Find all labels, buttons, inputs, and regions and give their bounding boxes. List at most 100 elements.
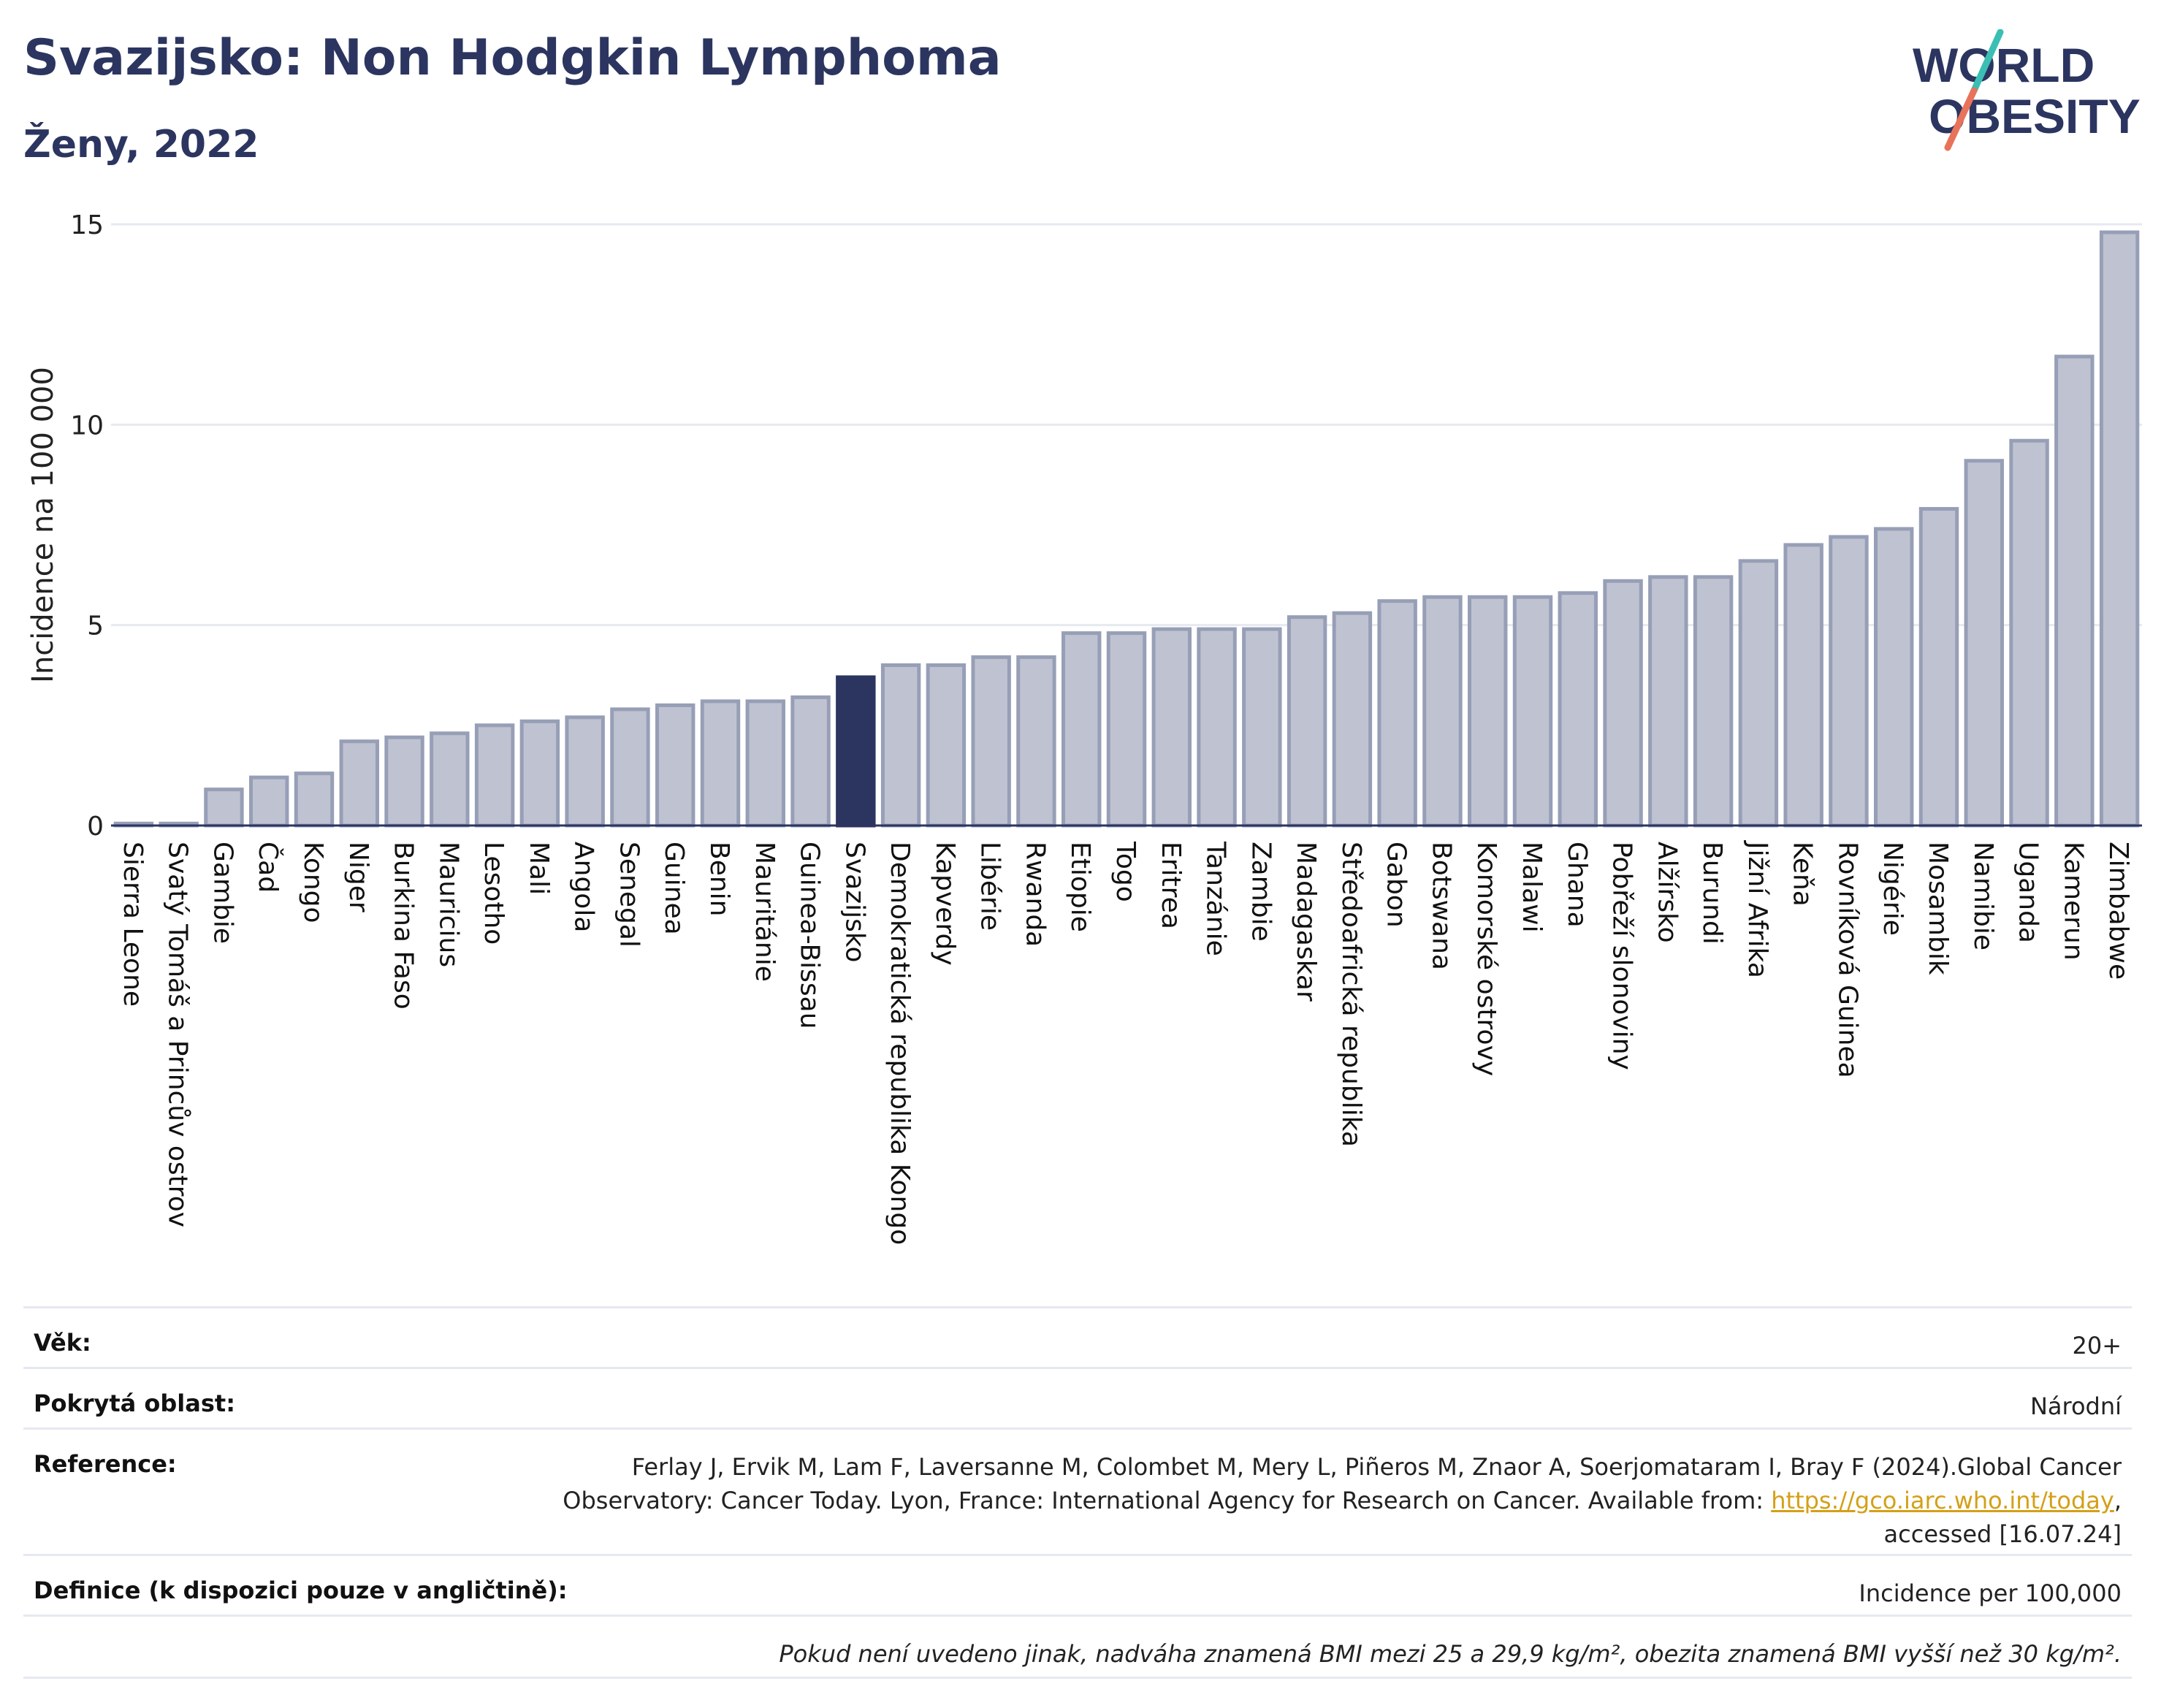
- x-tick-label: Zimbabwe: [2103, 842, 2133, 980]
- bar: [1242, 627, 1282, 828]
- x-tick-label: Kamerun: [2058, 842, 2088, 961]
- bar: [249, 775, 289, 828]
- y-tick-label: 10: [70, 411, 104, 441]
- bar: [474, 723, 515, 828]
- x-tick-label: Tanzánie: [1201, 841, 1231, 956]
- x-tick-label: Mosambik: [1923, 842, 1953, 975]
- x-tick-label: Senegal: [614, 842, 644, 948]
- x-tick-label: Namibie: [1968, 842, 1998, 950]
- info-row-reference: Reference: Ferlay J, Ervik M, Lam F, Lav…: [23, 1427, 2132, 1554]
- x-tick-label: Nigérie: [1878, 842, 1907, 936]
- reference-label: Reference:: [34, 1450, 177, 1478]
- bar: [655, 703, 695, 828]
- bar: [1693, 575, 1734, 828]
- x-tick-label: Sierra Leone: [118, 842, 148, 1007]
- bar: [880, 663, 921, 828]
- y-tick-label: 5: [87, 611, 104, 641]
- info-row-area: Pokrytá oblast: Národní: [23, 1367, 2132, 1427]
- x-tick-label: Madagaskar: [1291, 842, 1321, 1002]
- definition-value: Incidence per 100,000: [1859, 1579, 2122, 1607]
- bar: [1062, 631, 1102, 828]
- bar: [565, 715, 605, 828]
- bar: [1377, 599, 1417, 828]
- x-tick-label: Kongo: [298, 842, 328, 923]
- info-row-age: Věk: 20+: [23, 1306, 2132, 1367]
- bar: [1512, 595, 1553, 828]
- x-tick-label: Malawi: [1517, 842, 1547, 933]
- bar: [1648, 575, 1688, 828]
- x-tick-label: Mauritánie: [750, 842, 780, 982]
- x-tick-label: Alžírsko: [1652, 842, 1682, 943]
- x-tick-label: Demokratická republika Kongo: [885, 842, 915, 1245]
- bar: [926, 663, 967, 828]
- x-tick-label: Togo: [1110, 841, 1140, 902]
- bar: [1829, 535, 1869, 828]
- bar-chart: 0 5 10 15 Incidence na 100 000 Sierra Leone Sv…: [26, 210, 2142, 1245]
- chart-subtitle: Ženy, 2022: [23, 123, 259, 167]
- x-tick-label: Angola: [569, 842, 599, 932]
- x-tick-label: Svazijsko: [839, 842, 869, 962]
- x-tick-label: Zambie: [1246, 842, 1276, 942]
- reference-line-2: Observatory: Cancer Today. Lyon, France:…: [563, 1487, 2122, 1514]
- x-tick-label: Gabon: [1381, 842, 1411, 928]
- bar: [2099, 230, 2140, 828]
- bar: [745, 699, 785, 828]
- bar: [1603, 579, 1643, 828]
- x-tick-label: Kapverdy: [930, 842, 960, 966]
- bar: [1016, 655, 1056, 828]
- x-tick-label: Rwanda: [1020, 842, 1050, 947]
- x-tick-label: Burundi: [1697, 842, 1727, 945]
- bar: [339, 739, 379, 828]
- bar: [384, 735, 424, 828]
- x-tick-label: Jižní Afrika: [1742, 840, 1772, 978]
- x-tick-label: Čad: [253, 842, 283, 893]
- x-tick-label: Uganda: [2013, 842, 2043, 943]
- world-obesity-logo: WORLD OBESITY: [1913, 29, 2141, 151]
- bar: [1964, 459, 2004, 828]
- x-tick-label: Botswana: [1426, 842, 1456, 970]
- x-tick-label: Pobřeží slonoviny: [1607, 842, 1637, 1070]
- bar: [1197, 627, 1237, 828]
- info-row-definition: Definice (k dispozici pouze v angličtině…: [23, 1554, 2132, 1614]
- x-tick-label: Libérie: [975, 842, 1005, 931]
- area-label: Pokrytá oblast:: [34, 1389, 235, 1417]
- x-tick-label: Rovníková Guinea: [1832, 842, 1862, 1078]
- bar: [1106, 631, 1147, 828]
- bar: [1287, 615, 1327, 828]
- bar: [1738, 559, 1779, 828]
- bar: [971, 655, 1011, 828]
- definition-label: Definice (k dispozici pouze v angličtině…: [34, 1577, 568, 1604]
- age-label: Věk:: [34, 1329, 91, 1357]
- x-tick-label: Eritrea: [1156, 842, 1186, 929]
- bar: [1332, 611, 1373, 828]
- logo-text-world: WORLD: [1913, 38, 2095, 92]
- x-tick-label: Burkina Faso: [389, 842, 419, 1010]
- x-tick-label: Guinea-Bissau: [795, 842, 825, 1029]
- chart-title: Svazijsko: Non Hodgkin Lymphoma: [23, 29, 1002, 87]
- x-tick-label: Niger: [343, 842, 373, 912]
- x-tick-label: Mauricius: [433, 842, 463, 967]
- x-tick-label: Benin: [704, 842, 734, 916]
- y-tick-label: 0: [87, 812, 104, 842]
- bar: [790, 695, 831, 828]
- bar: [294, 771, 335, 828]
- x-tick-label: Ghana: [1562, 842, 1592, 928]
- bar-highlighted: [836, 675, 876, 828]
- x-tick-label: Středoafrická republika: [1336, 842, 1366, 1147]
- reference-value: Ferlay J, Ervik M, Lam F, Laversanne M, …: [23, 1430, 2132, 1551]
- info-table: Věk: 20+ Pokrytá oblast: Národní Referen…: [23, 1306, 2132, 1679]
- bar: [1874, 527, 1914, 828]
- reference-link[interactable]: https://gco.iarc.who.int/today: [1771, 1487, 2114, 1514]
- x-tick-label: Etiopie: [1065, 842, 1095, 932]
- y-tick-label: 15: [70, 210, 104, 240]
- x-tick-label: Mali: [524, 842, 554, 895]
- bmi-note: Pokud není uvedeno jinak, nadváha znamen…: [779, 1640, 2122, 1668]
- x-tick-label: Svatý Tomáš a Princův ostrov: [163, 842, 193, 1227]
- x-tick-label: Guinea: [659, 842, 689, 935]
- x-tick-label: Keňa: [1788, 842, 1818, 907]
- bar: [1558, 591, 1598, 828]
- bar: [1151, 627, 1192, 828]
- bar: [2054, 354, 2095, 828]
- bar: [430, 731, 470, 828]
- bar: [610, 707, 650, 828]
